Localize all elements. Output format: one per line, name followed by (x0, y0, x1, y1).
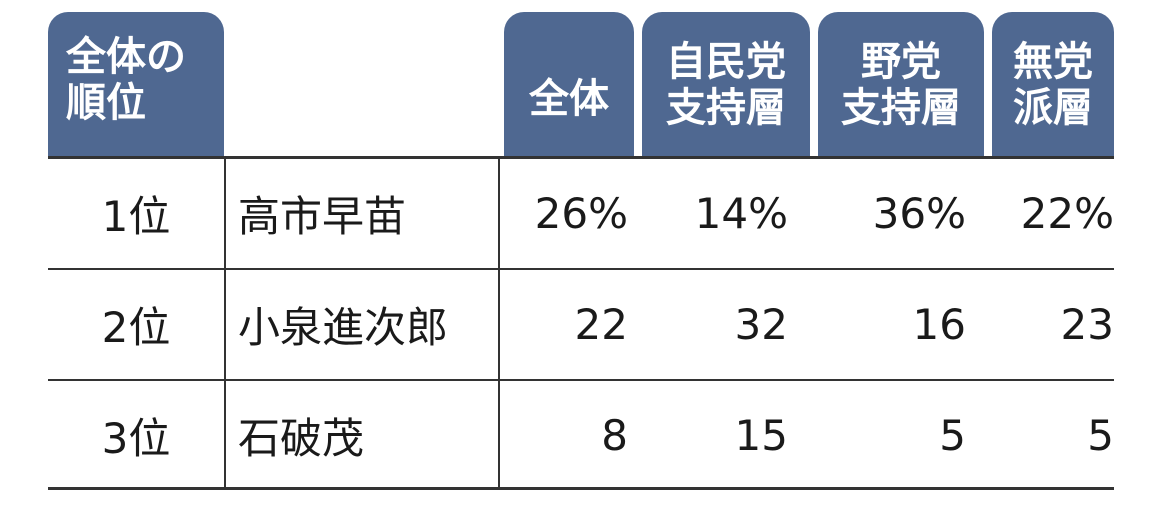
survey-table: 全体の 順位 全体 自民党 支持層 野党 支持層 無党 派層 1位 高市早苗 2… (48, 12, 1114, 490)
header-opp-line1: 野党 (861, 39, 941, 85)
cell-rank: 1位 (101, 192, 171, 241)
cell-opp: 36% (872, 189, 966, 238)
header-rank-line2: 順位 (66, 80, 146, 126)
cell-ldp: 32 (734, 300, 788, 349)
table-row: 3位 石破茂 8 15 5 5 (48, 381, 1114, 490)
header-opposition-supporters: 野党 支持層 (818, 12, 984, 156)
header-rank-line1: 全体の (66, 34, 186, 80)
cell-all: 8 (601, 411, 628, 460)
cell-name: 石破茂 (238, 414, 365, 463)
header-opp-line2: 支持層 (841, 85, 961, 131)
cell-rank: 2位 (101, 303, 171, 352)
cell-opp: 16 (912, 300, 966, 349)
header-ind-line1: 無党 (1013, 39, 1093, 85)
column-divider (498, 156, 500, 490)
header-all-line1: 全体 (529, 76, 609, 122)
table-row: 2位 小泉進次郎 22 32 16 23 (48, 270, 1114, 381)
header-ldp-supporters: 自民党 支持層 (642, 12, 810, 156)
cell-ind: 23 (1060, 300, 1114, 349)
header-ldp-line1: 自民党 (666, 39, 786, 85)
header-ldp-line2: 支持層 (666, 85, 786, 131)
cell-ind: 5 (1087, 411, 1114, 460)
header-rank: 全体の 順位 (48, 12, 224, 156)
column-divider (224, 156, 226, 490)
header-ind-line2: 派層 (1013, 85, 1093, 131)
cell-opp: 5 (939, 411, 966, 460)
cell-ldp: 15 (734, 411, 788, 460)
table-body: 1位 高市早苗 26% 14% 36% 22% 2位 小泉進次郎 22 32 1… (48, 156, 1114, 490)
cell-name: 小泉進次郎 (238, 303, 449, 352)
table-header: 全体の 順位 全体 自民党 支持層 野党 支持層 無党 派層 (48, 12, 1114, 156)
cell-all: 22 (574, 300, 628, 349)
cell-all: 26% (534, 189, 628, 238)
cell-name: 高市早苗 (238, 192, 407, 241)
cell-ind: 22% (1020, 189, 1114, 238)
header-all: 全体 (504, 12, 634, 156)
table-row: 1位 高市早苗 26% 14% 36% 22% (48, 159, 1114, 270)
header-independents: 無党 派層 (992, 12, 1114, 156)
cell-rank: 3位 (101, 414, 171, 463)
cell-ldp: 14% (694, 189, 788, 238)
